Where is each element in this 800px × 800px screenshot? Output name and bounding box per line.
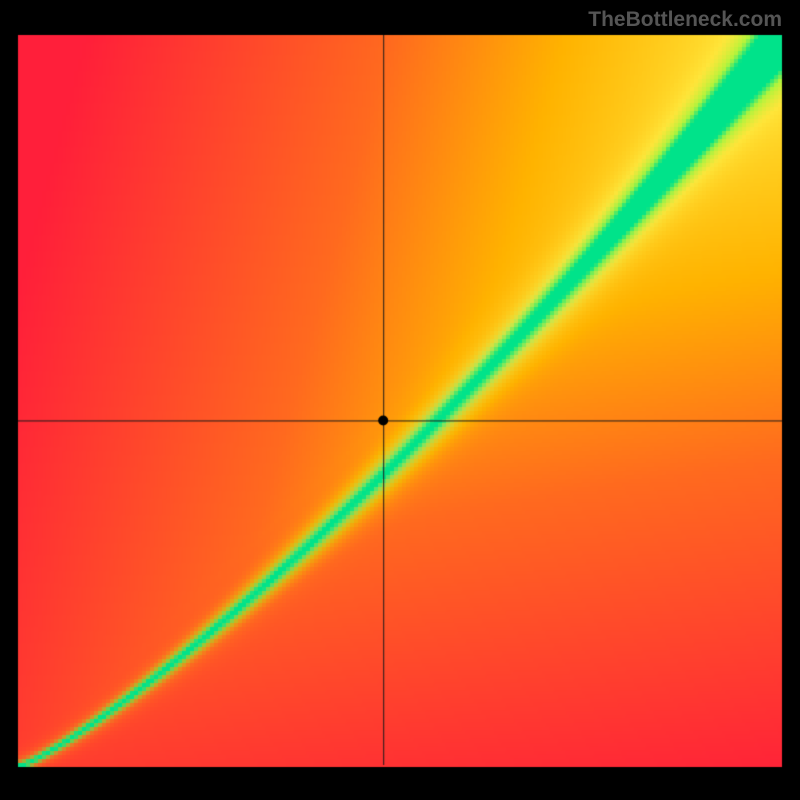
chart-container: TheBottleneck.com — [0, 0, 800, 800]
heatmap-canvas — [0, 0, 800, 800]
watermark-text: TheBottleneck.com — [588, 8, 782, 32]
